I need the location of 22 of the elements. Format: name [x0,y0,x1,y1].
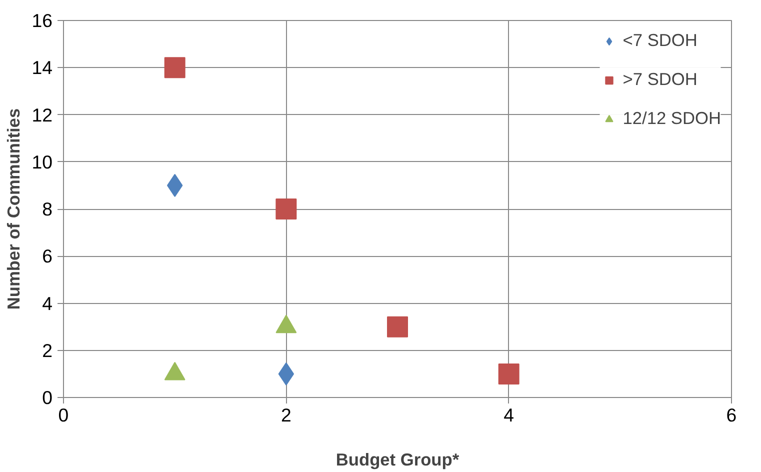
y-tick-label: 14 [32,57,53,78]
x-tick-label: 6 [726,404,737,426]
point [164,57,186,78]
point [498,363,520,384]
legend-label: <7 SDOH [622,30,698,51]
y-tick-label: 4 [42,292,53,314]
legend-label: 12/12 SDOH [622,108,721,129]
y-axis-title: Number of Communities [4,108,24,310]
y-tick-label: 16 [32,10,53,31]
y-tick-label: 8 [42,198,53,220]
y-tick-label: 0 [42,387,53,408]
x-tick-label: 2 [280,404,292,426]
point [276,198,297,220]
y-tick-label: 12 [32,104,53,126]
legend-label: >7 SDOH [622,69,698,90]
point [387,316,408,338]
x-tick-label: 4 [504,404,514,426]
y-tick-label: 10 [32,151,53,172]
y-tick-label: 6 [42,246,53,267]
x-axis-title: Budget Group* [336,450,460,470]
y-tick-label: 2 [42,340,53,361]
x-tick-label: 0 [58,404,69,426]
